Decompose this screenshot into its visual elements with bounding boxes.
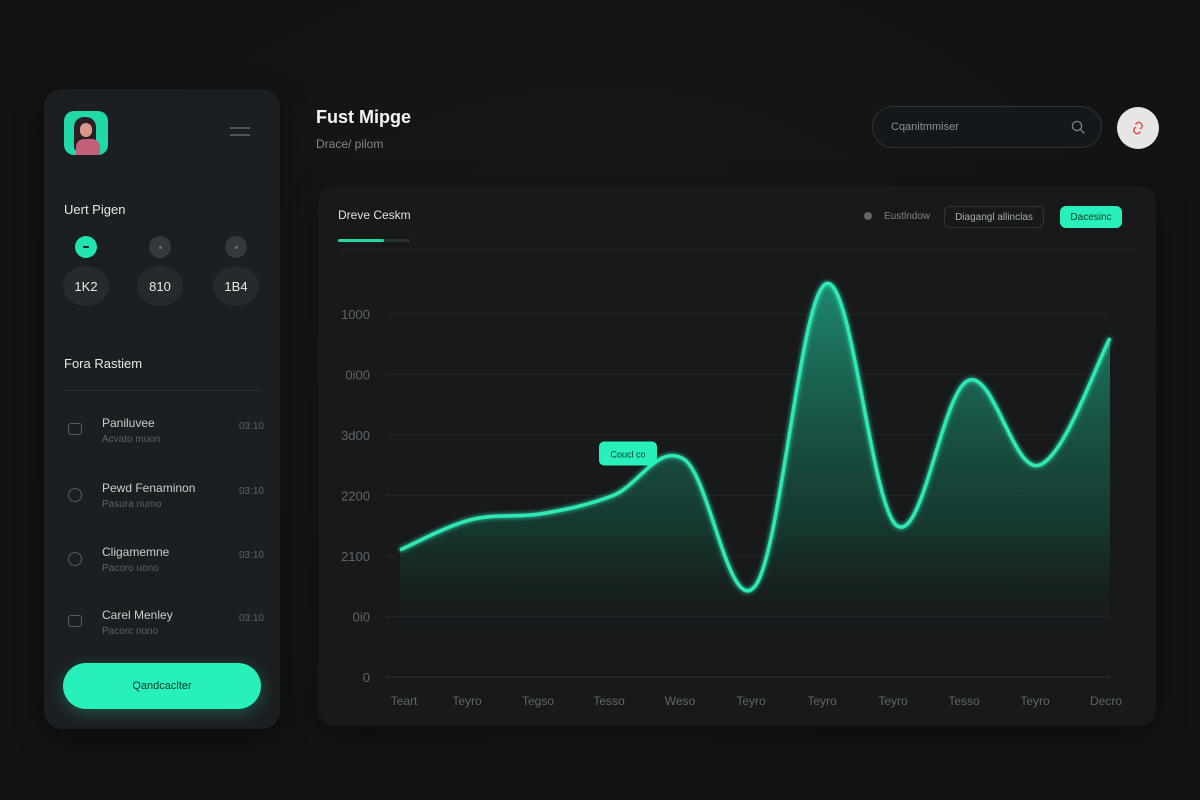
y-tick-label: 2100 — [341, 549, 370, 564]
list-item-label: Pewd Fenaminon — [102, 481, 196, 495]
section-title-stats: Uert Pigen — [64, 202, 126, 217]
menu-icon[interactable] — [230, 127, 250, 137]
legend-label: Eustlndow — [884, 211, 931, 222]
y-tick-label: 0i0 — [353, 610, 370, 625]
x-tick-label: Teyro — [1020, 694, 1050, 708]
chart-area-fill — [400, 283, 1110, 637]
profile-button[interactable] — [1117, 107, 1159, 149]
list-item[interactable]: Pewd Fenaminon Pasura numo 03:10 — [64, 478, 264, 518]
list-item-label: Paniluvee — [102, 416, 155, 430]
list-item[interactable]: Carel Menley Pacorc nuno 03:10 — [64, 605, 264, 645]
x-tick-label: Tesso — [948, 694, 980, 708]
list-item-sub: Pasura numo — [102, 499, 162, 510]
sidebar: Uert Pigen 1K2 810 1B4 Fora Rastiem Pani… — [44, 89, 280, 729]
avatar[interactable] — [64, 111, 108, 155]
list-item-time: 03:10 — [238, 550, 264, 561]
list-item-sub: Acvato muon — [102, 434, 161, 445]
chart-title: Dreve Ceskm — [338, 208, 411, 222]
chat-icon — [68, 423, 82, 435]
title-underline — [338, 239, 410, 242]
x-tick-label: Teyro — [736, 694, 766, 708]
y-tick-label: 3d00 — [341, 428, 370, 443]
x-tick-label: Weso — [665, 694, 696, 708]
section-title-list: Fora Rastiem — [64, 356, 143, 371]
document-icon — [68, 615, 82, 627]
list-item-sub: Pacoro uono — [102, 563, 159, 574]
chart-tooltip: Coucl co — [599, 441, 657, 466]
search-icon[interactable] — [1071, 120, 1085, 134]
list-item-sub: Pacorc nuno — [102, 626, 159, 637]
stat-toggle-1[interactable] — [75, 236, 97, 258]
area-chart: 0 0i0 2100 2200 3d00 0i00 1000 Teart Teyro Tegso… — [338, 249, 1136, 708]
x-tick-label: Decro — [1090, 694, 1122, 708]
list-item[interactable]: Cligamemne Pacoro uono 03:10 — [64, 542, 264, 582]
chart-card: 0 0i0 2100 2200 3d00 0i00 1000 Teart Teyro Tegso… — [318, 186, 1156, 726]
list-item-label: Carel Menley — [102, 608, 173, 622]
stat-toggle-3[interactable] — [225, 236, 247, 258]
stat-value-3: 1B4 — [213, 266, 259, 306]
y-tick-label: 0 — [363, 670, 370, 685]
filter-button[interactable]: Diagangl allinclas — [944, 206, 1044, 228]
x-tick-label: Tesso — [593, 694, 625, 708]
x-tick-label: Teyro — [807, 694, 837, 708]
divider — [64, 390, 260, 391]
stat-value-1: 1K2 — [63, 266, 109, 306]
x-tick-label: Tegso — [522, 694, 554, 708]
y-tick-label: 2200 — [341, 489, 370, 504]
chat-icon — [68, 488, 82, 502]
primary-action-button[interactable]: Qandcaclter — [63, 663, 261, 709]
page-title: Fust Mipge — [316, 107, 411, 127]
legend-dot — [864, 212, 872, 220]
search-bar — [872, 106, 1102, 148]
clock-icon — [68, 552, 82, 566]
list-item-time: 03:10 — [238, 486, 264, 497]
y-tick-label: 0i00 — [345, 368, 370, 383]
list-item[interactable]: Paniluvee Acvato muon 03:10 — [64, 413, 264, 453]
list-item-label: Cligamemne — [102, 545, 170, 559]
x-tick-label: Teyro — [452, 694, 482, 708]
list-item-time: 03:10 — [238, 613, 264, 624]
stat-value-2: 810 — [137, 266, 183, 306]
chart-series-line — [399, 281, 1112, 593]
tooltip-label: Coucl co — [610, 450, 645, 460]
stat-toggle-2[interactable] — [149, 236, 171, 258]
link-icon — [1133, 121, 1143, 135]
action-button[interactable]: Dacesinc — [1060, 206, 1122, 228]
x-tick-label: Teart — [391, 694, 418, 708]
x-tick-label: Teyro — [878, 694, 908, 708]
y-tick-label: 1000 — [341, 307, 370, 322]
list-item-time: 03:10 — [238, 421, 264, 432]
page-subtitle: Drace/ pilom — [316, 137, 384, 151]
search-input[interactable] — [891, 117, 1061, 137]
